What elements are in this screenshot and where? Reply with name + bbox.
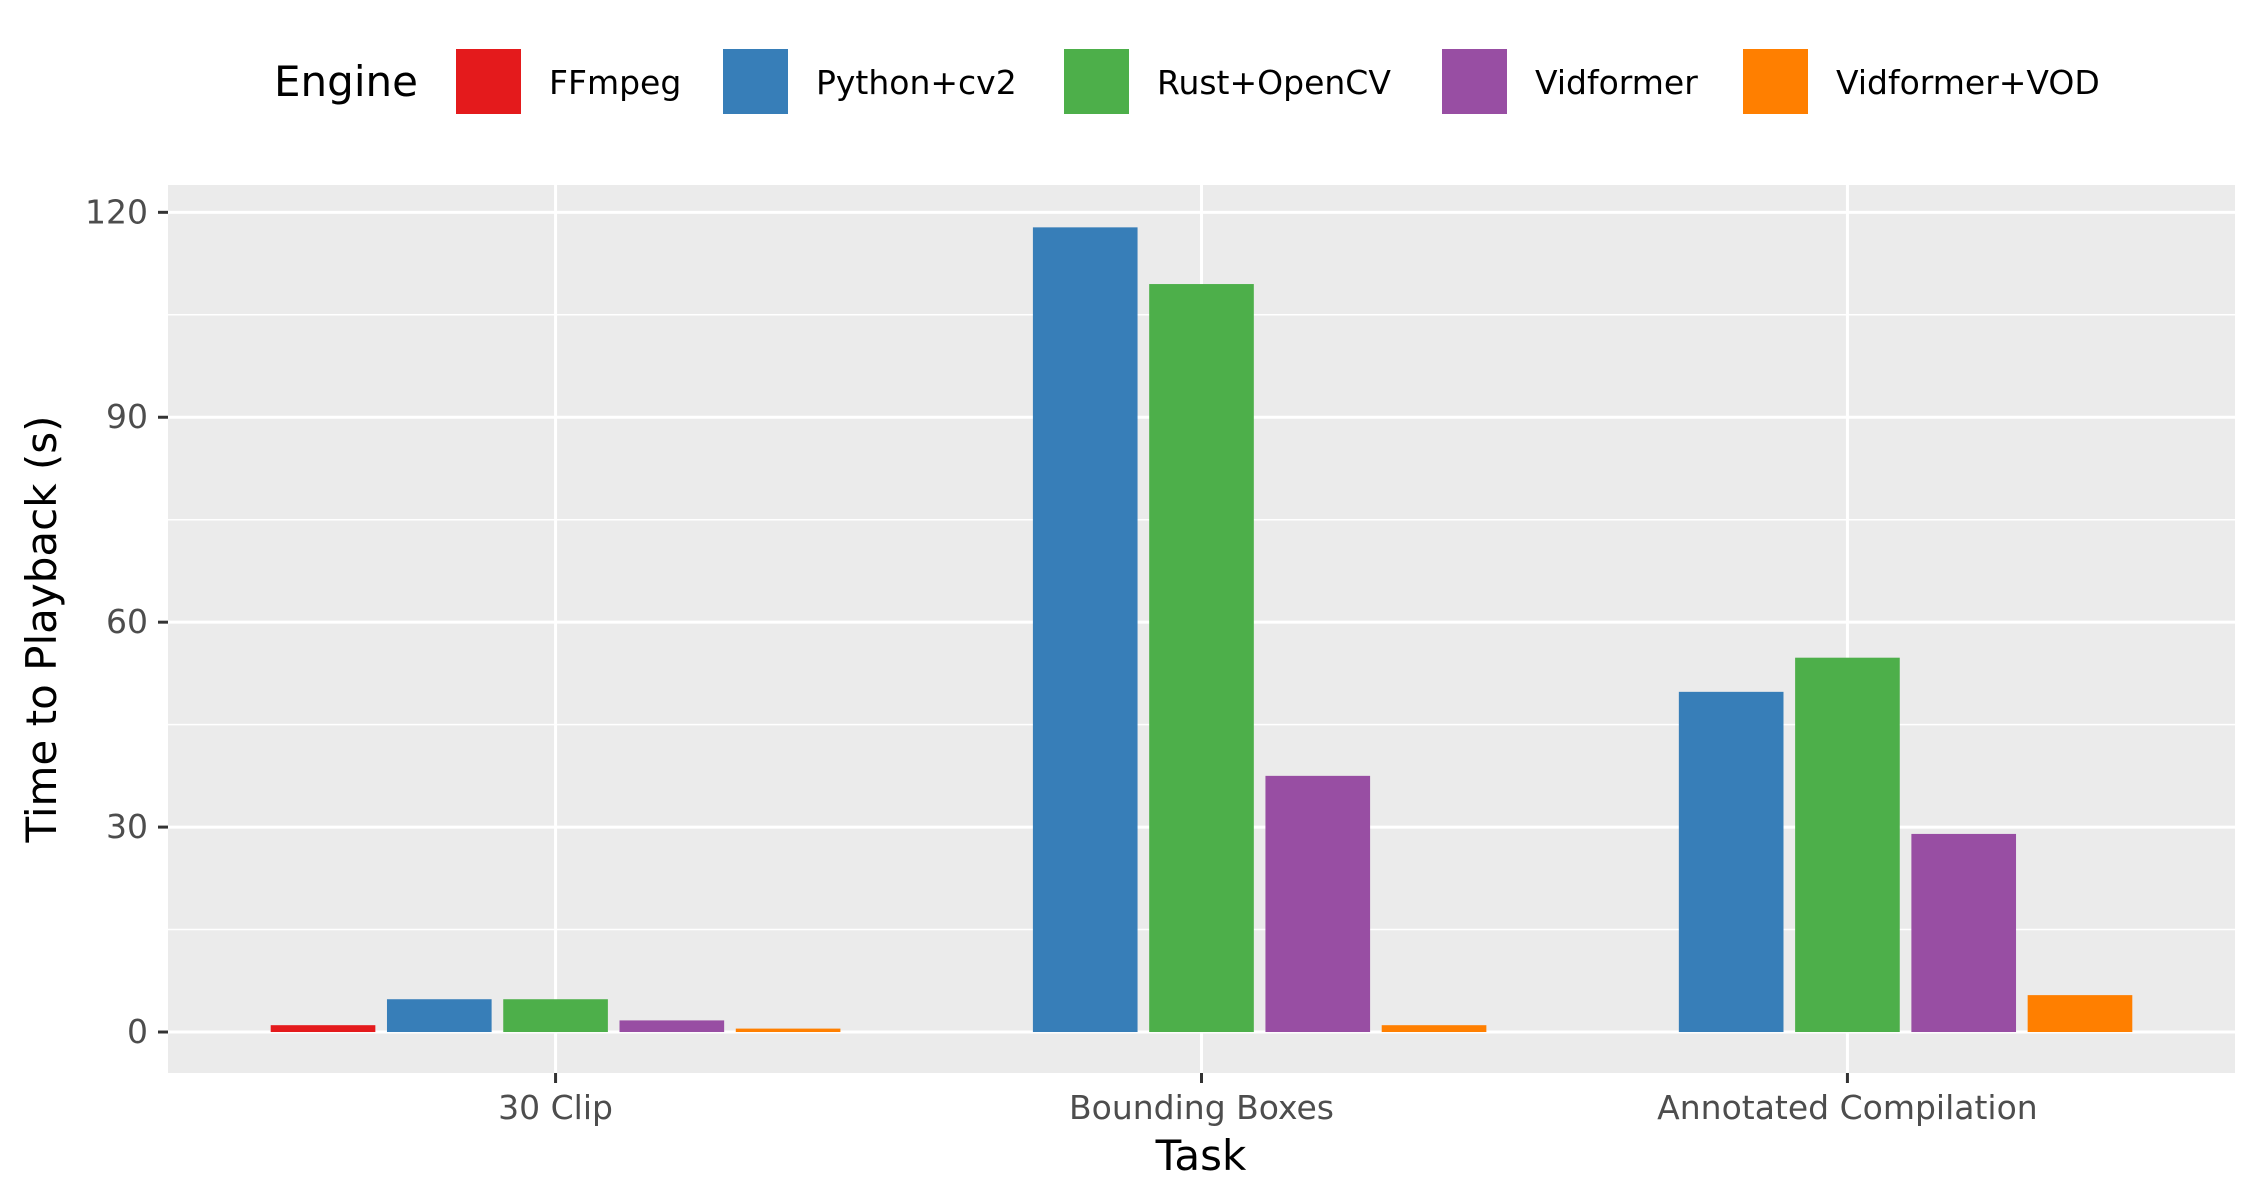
legend-label: Rust+OpenCV <box>1157 63 1391 102</box>
y-tick-label: 0 <box>127 1012 148 1051</box>
bar <box>270 1025 376 1033</box>
legend-key <box>454 47 523 116</box>
y-tick-label: 60 <box>106 602 148 641</box>
legend-item: Rust+OpenCV <box>1062 47 1391 116</box>
y-axis-title: Time to Playback (s) <box>17 415 66 843</box>
bar <box>386 999 492 1033</box>
y-tick-label: 90 <box>106 397 148 436</box>
bar <box>1032 227 1138 1033</box>
legend-label: Vidformer+VOD <box>1836 63 2100 102</box>
legend-key <box>1741 47 1810 116</box>
x-tick-label: 30 Clip <box>498 1088 613 1127</box>
legend-item: Vidformer <box>1440 47 1698 116</box>
x-tick-label: Annotated Compilation <box>1657 1088 2038 1127</box>
legend-key <box>1062 47 1131 116</box>
bar <box>1678 691 1784 1033</box>
bar <box>735 1028 841 1033</box>
legend-item: FFmpeg <box>454 47 681 116</box>
bar <box>1149 284 1254 1033</box>
bar <box>1265 775 1371 1033</box>
legend-label: FFmpeg <box>549 63 681 102</box>
x-tick-label: Bounding Boxes <box>1069 1088 1334 1127</box>
legend-key <box>721 47 790 116</box>
legend-item: Vidformer+VOD <box>1741 47 2100 116</box>
y-tick-label: 30 <box>106 807 148 846</box>
bar <box>1911 833 2017 1033</box>
legend-label: Vidformer <box>1535 63 1698 102</box>
legend-title: Engine <box>274 57 418 106</box>
bar <box>1795 657 1900 1033</box>
legend: Engine FFmpeg Python+cv2 Rust+OpenCV Vidfor… <box>274 47 2100 116</box>
bar <box>619 1020 725 1033</box>
bar <box>1381 1025 1487 1033</box>
legend-item: Python+cv2 <box>721 47 1017 116</box>
bar <box>503 999 608 1033</box>
bar <box>2027 995 2133 1033</box>
legend-label: Python+cv2 <box>816 63 1017 102</box>
x-axis-title: Task <box>1155 1131 1247 1180</box>
y-tick-label: 120 <box>85 192 148 231</box>
legend-key <box>1440 47 1509 116</box>
